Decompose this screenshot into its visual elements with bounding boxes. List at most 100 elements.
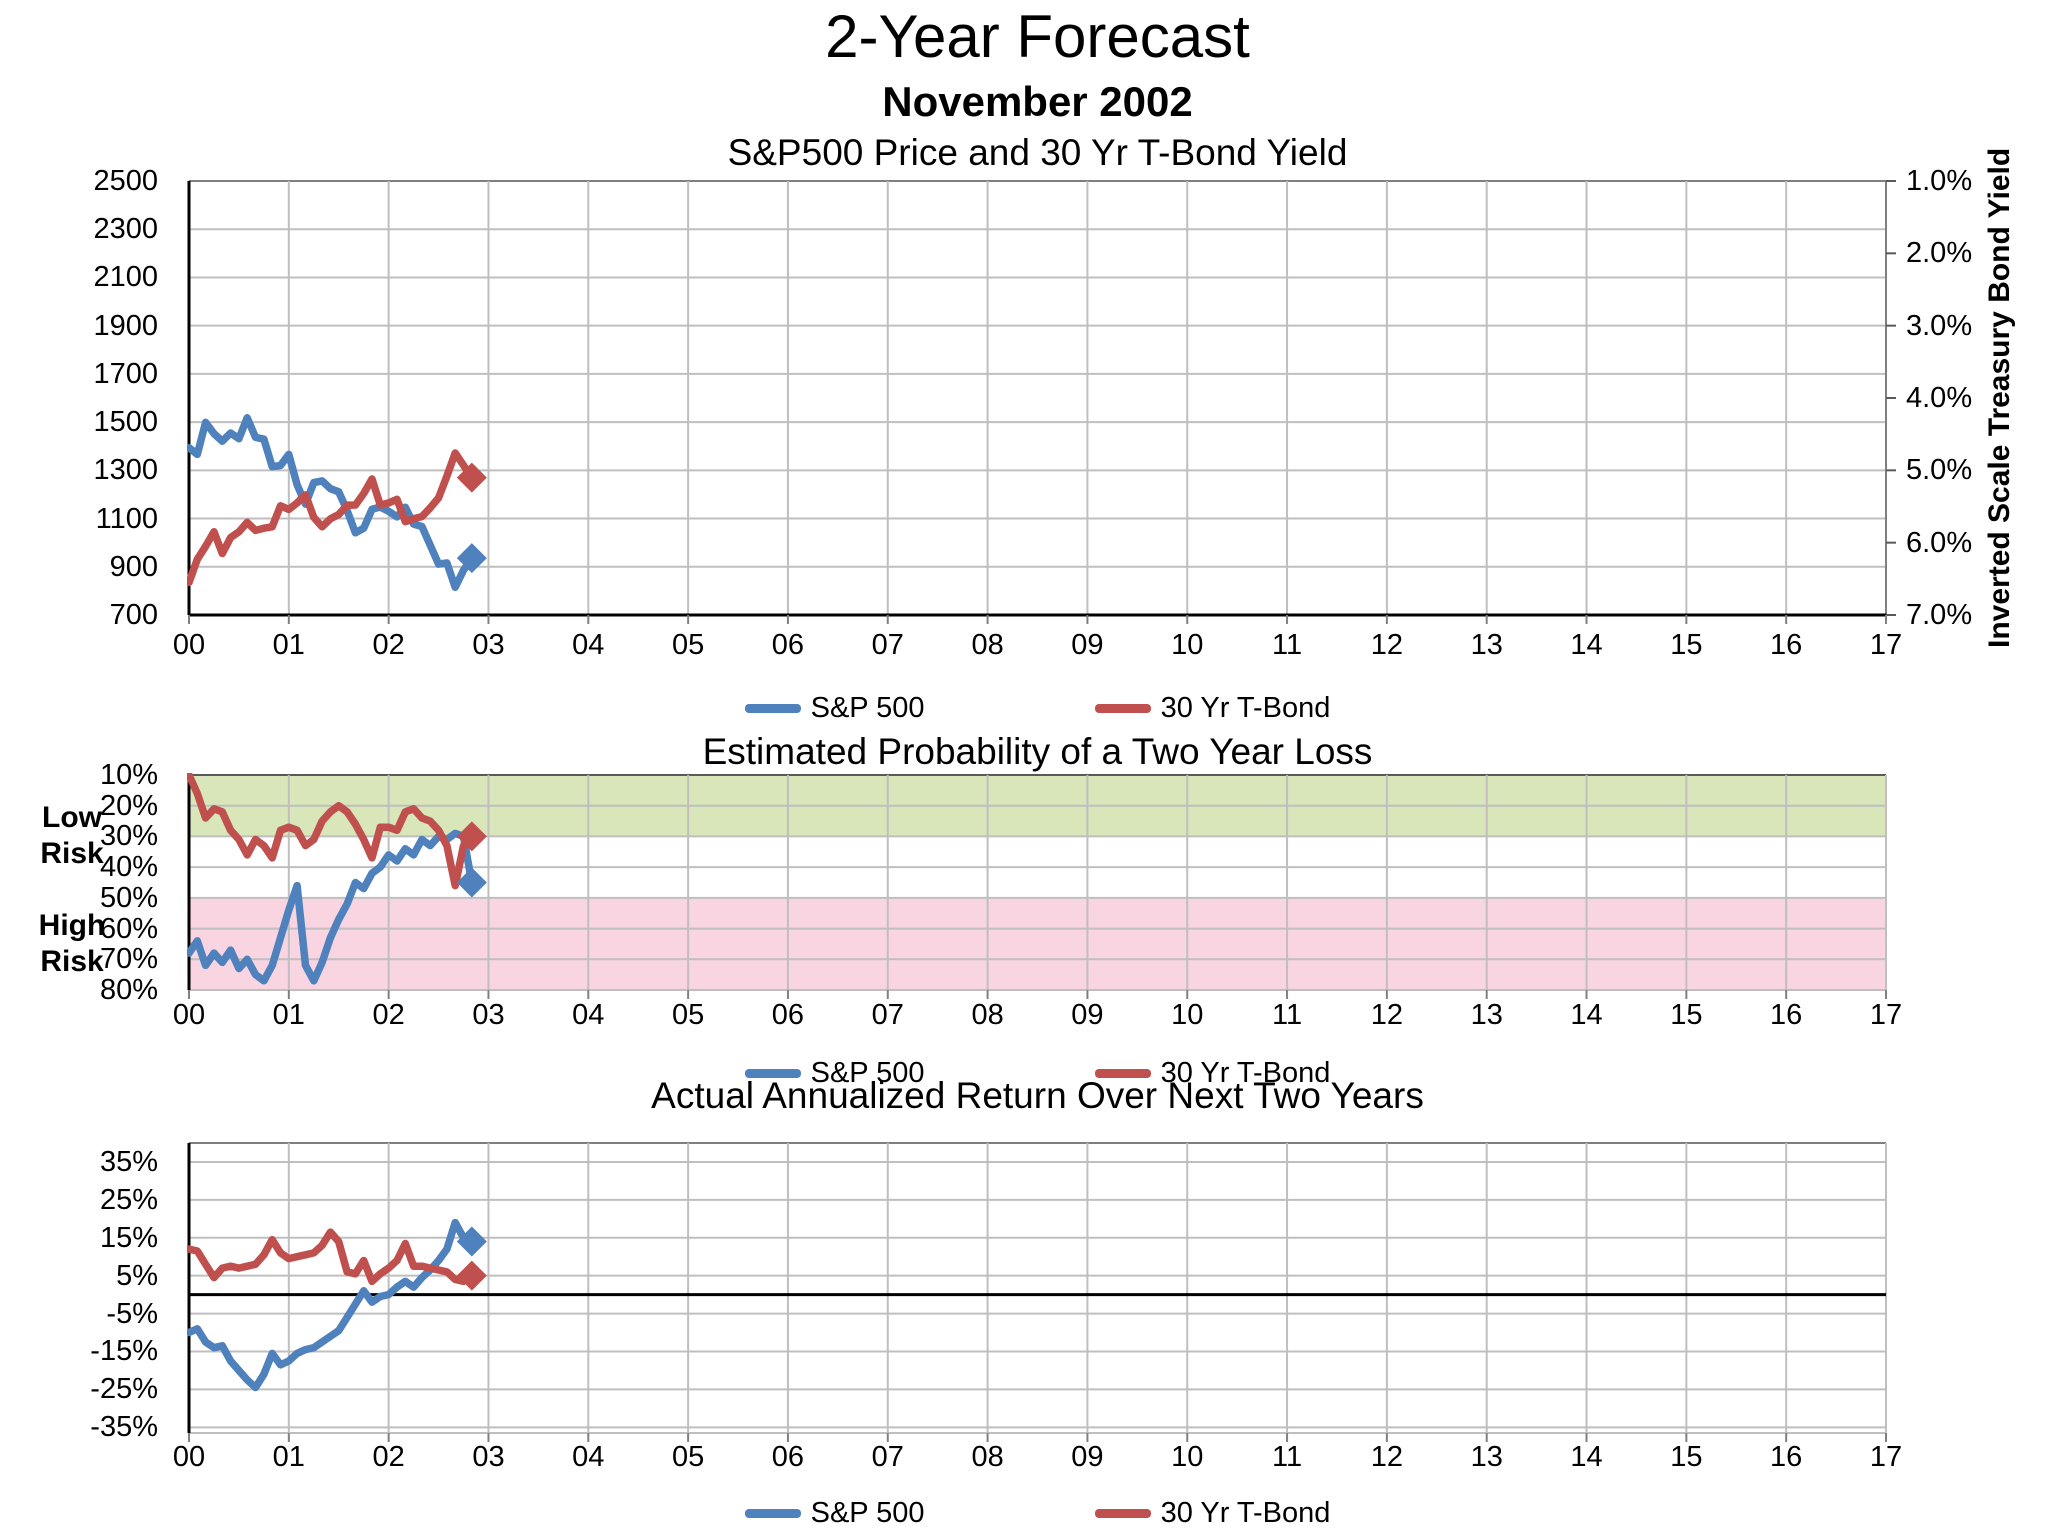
- legend-swatch-tbond: [1094, 1068, 1151, 1078]
- sp500-latest-marker: [456, 1226, 487, 1257]
- c1-x-label: 15: [1670, 629, 1703, 661]
- legend-swatch-sp500: [744, 1068, 801, 1078]
- c2-x-label: 05: [671, 999, 705, 1031]
- c3-x-label: 13: [1470, 1441, 1503, 1473]
- c3-x-label: 09: [1071, 1441, 1104, 1473]
- legend-swatch-sp500: [744, 1508, 801, 1518]
- c2-x-label: 10: [1171, 999, 1204, 1031]
- c1-x-label: 01: [272, 629, 305, 661]
- c1-x-label: 17: [1869, 629, 1903, 661]
- c2-x-label: 02: [372, 999, 405, 1031]
- tbond-return-line: [187, 1228, 476, 1286]
- legend-label: 30 Yr T-Bond: [1160, 1497, 1331, 1529]
- c1-x-label: 06: [771, 629, 805, 661]
- c2-x-label: 00: [172, 999, 206, 1031]
- c2-y-label: 10%: [99, 759, 158, 791]
- c3-x-label: 04: [572, 1441, 605, 1473]
- c2-y-label: 70%: [99, 943, 158, 976]
- c1-x-label: 09: [1071, 629, 1104, 661]
- c3-y-label: 35%: [99, 1145, 158, 1178]
- c1-y-left-label: 900: [109, 550, 158, 583]
- c1-x-label: 16: [1770, 629, 1803, 661]
- c2-y-label: 40%: [99, 851, 158, 884]
- c1-y-right-label: 7.0%: [1906, 599, 1973, 631]
- c2-x-label: 17: [1869, 999, 1903, 1031]
- c3-x-label: 00: [172, 1441, 206, 1473]
- legend-label: 30 Yr T-Bond: [1160, 692, 1331, 724]
- high-risk-label: High Risk: [38, 909, 106, 978]
- c1-x-label: 12: [1370, 629, 1403, 661]
- tbond-latest-marker: [456, 1260, 487, 1291]
- c1-x-label: 03: [472, 629, 505, 661]
- c2-x-label: 11: [1271, 999, 1303, 1031]
- c2-x-label: 03: [472, 999, 505, 1031]
- c2-x-label: 08: [971, 999, 1004, 1031]
- chart3-title: Actual Annualized Return Over Next Two Y…: [651, 1075, 1424, 1116]
- c3-x-label: 06: [771, 1441, 805, 1473]
- c2-x-label: 07: [871, 999, 904, 1031]
- c3-x-label: 12: [1370, 1441, 1403, 1473]
- c3-y-label: 15%: [99, 1221, 158, 1254]
- c1-y-left-label: 1900: [93, 309, 158, 342]
- c2-x-label: 01: [272, 999, 305, 1031]
- c3-x-label: 15: [1670, 1441, 1703, 1473]
- legend-swatch-tbond: [1094, 703, 1151, 713]
- c1-y-left-label: 2300: [93, 213, 158, 246]
- c2-x-label: 09: [1071, 999, 1104, 1031]
- c1-x-label: 07: [871, 629, 904, 661]
- c1-y-right-label: 5.0%: [1906, 454, 1973, 487]
- legend-item: S&P 500: [744, 1497, 925, 1529]
- c3-x-label: 05: [671, 1441, 705, 1473]
- c3-x-label: 17: [1869, 1441, 1903, 1473]
- c2-x-label: 12: [1370, 999, 1403, 1031]
- legend-swatch-sp500: [744, 703, 801, 713]
- c1-y-left-label: 1500: [93, 406, 158, 439]
- c3-x-label: 08: [971, 1441, 1004, 1473]
- page-title: 2-Year Forecast: [825, 3, 1250, 70]
- c1-y-left-label: 2500: [93, 165, 158, 197]
- sp500-latest-marker: [456, 543, 487, 574]
- chart2-legend: S&P 500 30 Yr T-Bond: [189, 1058, 1886, 1088]
- tbond-yield-line: [187, 449, 476, 587]
- chart2-title: Estimated Probability of a Two Year Loss: [702, 731, 1373, 772]
- c2-y-label: 80%: [99, 974, 158, 1006]
- legend-item: 30 Yr T-Bond: [1094, 692, 1331, 724]
- c1-x-label: 00: [172, 629, 206, 661]
- sp500-latest-marker: [456, 867, 487, 898]
- legend-label: S&P 500: [810, 1057, 925, 1089]
- c3-y-label: 25%: [99, 1183, 158, 1216]
- c2-x-label: 04: [572, 999, 605, 1031]
- c1-y-left-label: 2100: [93, 261, 158, 294]
- high-risk-band: [189, 897, 1886, 990]
- c3-x-label: 16: [1770, 1441, 1803, 1473]
- c2-x-label: 16: [1770, 999, 1803, 1031]
- c2-y-label: 60%: [99, 912, 158, 945]
- c1-x-label: 13: [1470, 629, 1503, 661]
- c3-y-label: -15%: [90, 1335, 158, 1368]
- c1-x-label: 02: [372, 629, 405, 661]
- c2-y-label: 20%: [99, 789, 158, 822]
- c2-x-label: 13: [1470, 999, 1503, 1031]
- c1-x-label: 08: [971, 629, 1004, 661]
- c1-x-label: 05: [671, 629, 705, 661]
- c3-y-label: 5%: [116, 1259, 158, 1292]
- c3-x-label: 03: [472, 1441, 505, 1473]
- legend-item: 30 Yr T-Bond: [1094, 1497, 1331, 1529]
- c2-x-label: 14: [1570, 999, 1603, 1031]
- c1-y-right-label: 3.0%: [1906, 309, 1973, 342]
- sp500-probability-line: [187, 829, 476, 985]
- c2-y-label: 50%: [99, 881, 158, 914]
- tbond-latest-marker: [456, 462, 487, 493]
- c1-y-right-label: 2.0%: [1906, 237, 1973, 270]
- c1-y-right-label: 6.0%: [1906, 526, 1973, 559]
- c1-y-right-label: 4.0%: [1906, 382, 1973, 414]
- c3-y-label: -25%: [90, 1373, 158, 1406]
- legend-label: S&P 500: [810, 1497, 925, 1529]
- c3-x-label: 10: [1171, 1441, 1204, 1473]
- report-date: November 2002: [882, 78, 1193, 125]
- sp500-price-line: [187, 414, 476, 592]
- chart3-legend: S&P 500 30 Yr T-Bond: [189, 1498, 1886, 1528]
- c3-y-label: -5%: [106, 1297, 158, 1330]
- c3-x-label: 01: [272, 1441, 305, 1473]
